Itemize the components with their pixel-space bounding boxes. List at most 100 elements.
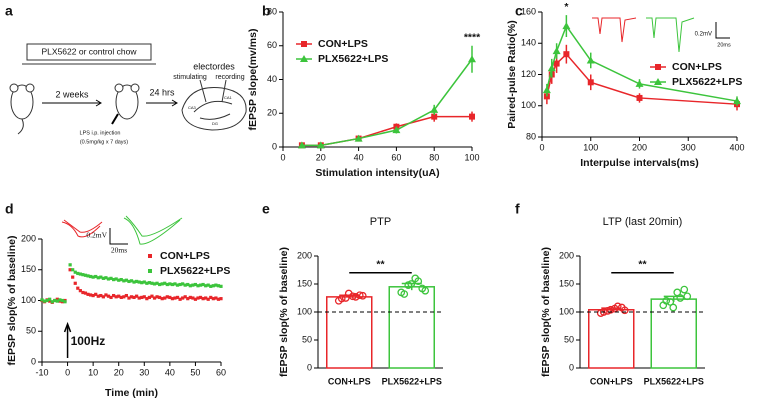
point	[45, 298, 49, 303]
series-line	[301, 58, 473, 147]
scale-label: 20ms	[111, 246, 127, 255]
trace	[646, 17, 695, 53]
inset-traces	[61, 17, 730, 245]
trace	[123, 217, 181, 245]
point	[96, 294, 100, 298]
mouse-ear	[25, 83, 35, 93]
x-axis-label: Time (min)	[105, 387, 158, 399]
region: CA3	[188, 105, 197, 110]
legend-marker	[300, 55, 308, 62]
y-tick-label: 50	[302, 334, 312, 344]
point	[219, 284, 223, 288]
x-tick-label: 40	[354, 152, 364, 162]
point	[553, 60, 560, 67]
annotation: ****	[464, 32, 481, 44]
point	[206, 283, 210, 287]
data-point	[620, 306, 629, 315]
mouse-ear	[114, 83, 124, 93]
point	[71, 268, 75, 272]
point	[68, 268, 72, 272]
x-tick-label: 200	[632, 142, 647, 152]
x-tick-label: 20	[114, 367, 124, 377]
point	[142, 295, 146, 299]
syringe	[111, 113, 119, 125]
y-tick-label: 50	[564, 334, 574, 344]
panel-label: b	[262, 3, 271, 19]
point	[431, 113, 438, 120]
point	[132, 280, 136, 284]
point	[94, 292, 98, 296]
legend-marker	[654, 78, 662, 85]
point	[109, 276, 113, 280]
legend-label: PLX5622+LPS	[160, 265, 230, 277]
point	[78, 272, 82, 276]
bar	[388, 286, 435, 369]
y-tick-label: 200	[559, 250, 574, 260]
mouse-tail	[17, 118, 24, 135]
point	[219, 297, 223, 301]
point	[88, 274, 93, 279]
point	[563, 51, 570, 58]
point	[214, 296, 218, 300]
point	[99, 293, 103, 298]
point	[636, 94, 643, 101]
y-axis-label: Paired-pulse Ratio(%)	[506, 20, 518, 129]
data-point	[414, 277, 423, 286]
point	[147, 295, 151, 300]
point	[175, 283, 180, 287]
point	[198, 295, 203, 300]
point	[91, 293, 95, 298]
point	[158, 295, 162, 300]
arrow-head	[171, 99, 178, 107]
x-tick-label: 0	[65, 367, 70, 377]
y-axis-label: fEPSP slope(mv/ms)	[247, 29, 259, 131]
data-point	[599, 308, 608, 316]
y-tick-label: 100	[21, 295, 36, 305]
point	[127, 296, 131, 300]
y-tick-label: 40	[267, 74, 277, 84]
point	[469, 113, 475, 120]
panel-label: e	[262, 201, 270, 217]
data-point	[680, 285, 689, 294]
x-tick-label: 0	[539, 142, 544, 152]
hippocampus-layer	[193, 100, 233, 120]
x-tick-label: 300	[681, 142, 696, 152]
trace	[61, 221, 101, 238]
chart-title: PTP	[370, 216, 391, 228]
point	[88, 293, 93, 297]
data-point	[683, 292, 692, 301]
y-tick-label: 120	[521, 69, 536, 79]
point	[135, 279, 139, 284]
point	[173, 296, 177, 300]
legend-label: PLX5622+LPS	[672, 76, 742, 88]
point	[40, 298, 44, 302]
point	[214, 283, 218, 287]
point	[216, 284, 221, 288]
point	[165, 282, 169, 287]
point	[101, 295, 105, 299]
bar	[588, 309, 635, 369]
point	[196, 296, 200, 300]
point	[83, 291, 88, 295]
y-tick-label: 150	[559, 278, 574, 288]
y-tick-label: 0	[307, 362, 312, 372]
mouse-ear	[9, 83, 19, 93]
y-axis-label: fEPSP slop(% of baseline)	[278, 247, 290, 377]
point	[106, 294, 111, 298]
data-point	[407, 280, 416, 288]
point	[119, 277, 123, 282]
y-tick-label: 80	[526, 131, 536, 141]
y-tick-label: 100	[297, 306, 312, 316]
point	[81, 273, 85, 277]
panel-label: d	[5, 201, 14, 217]
data-point	[606, 305, 615, 314]
point	[140, 295, 144, 300]
x-axis-label: Interpulse intervals(ms)	[580, 157, 698, 169]
point	[109, 295, 113, 300]
point	[117, 294, 121, 298]
x-tick-label: 0	[280, 152, 285, 162]
x-tick-label: 100	[583, 142, 598, 152]
point	[160, 297, 164, 301]
x-axis-label: Stimulation intensity(uA)	[315, 167, 439, 179]
legend-marker	[301, 41, 307, 47]
